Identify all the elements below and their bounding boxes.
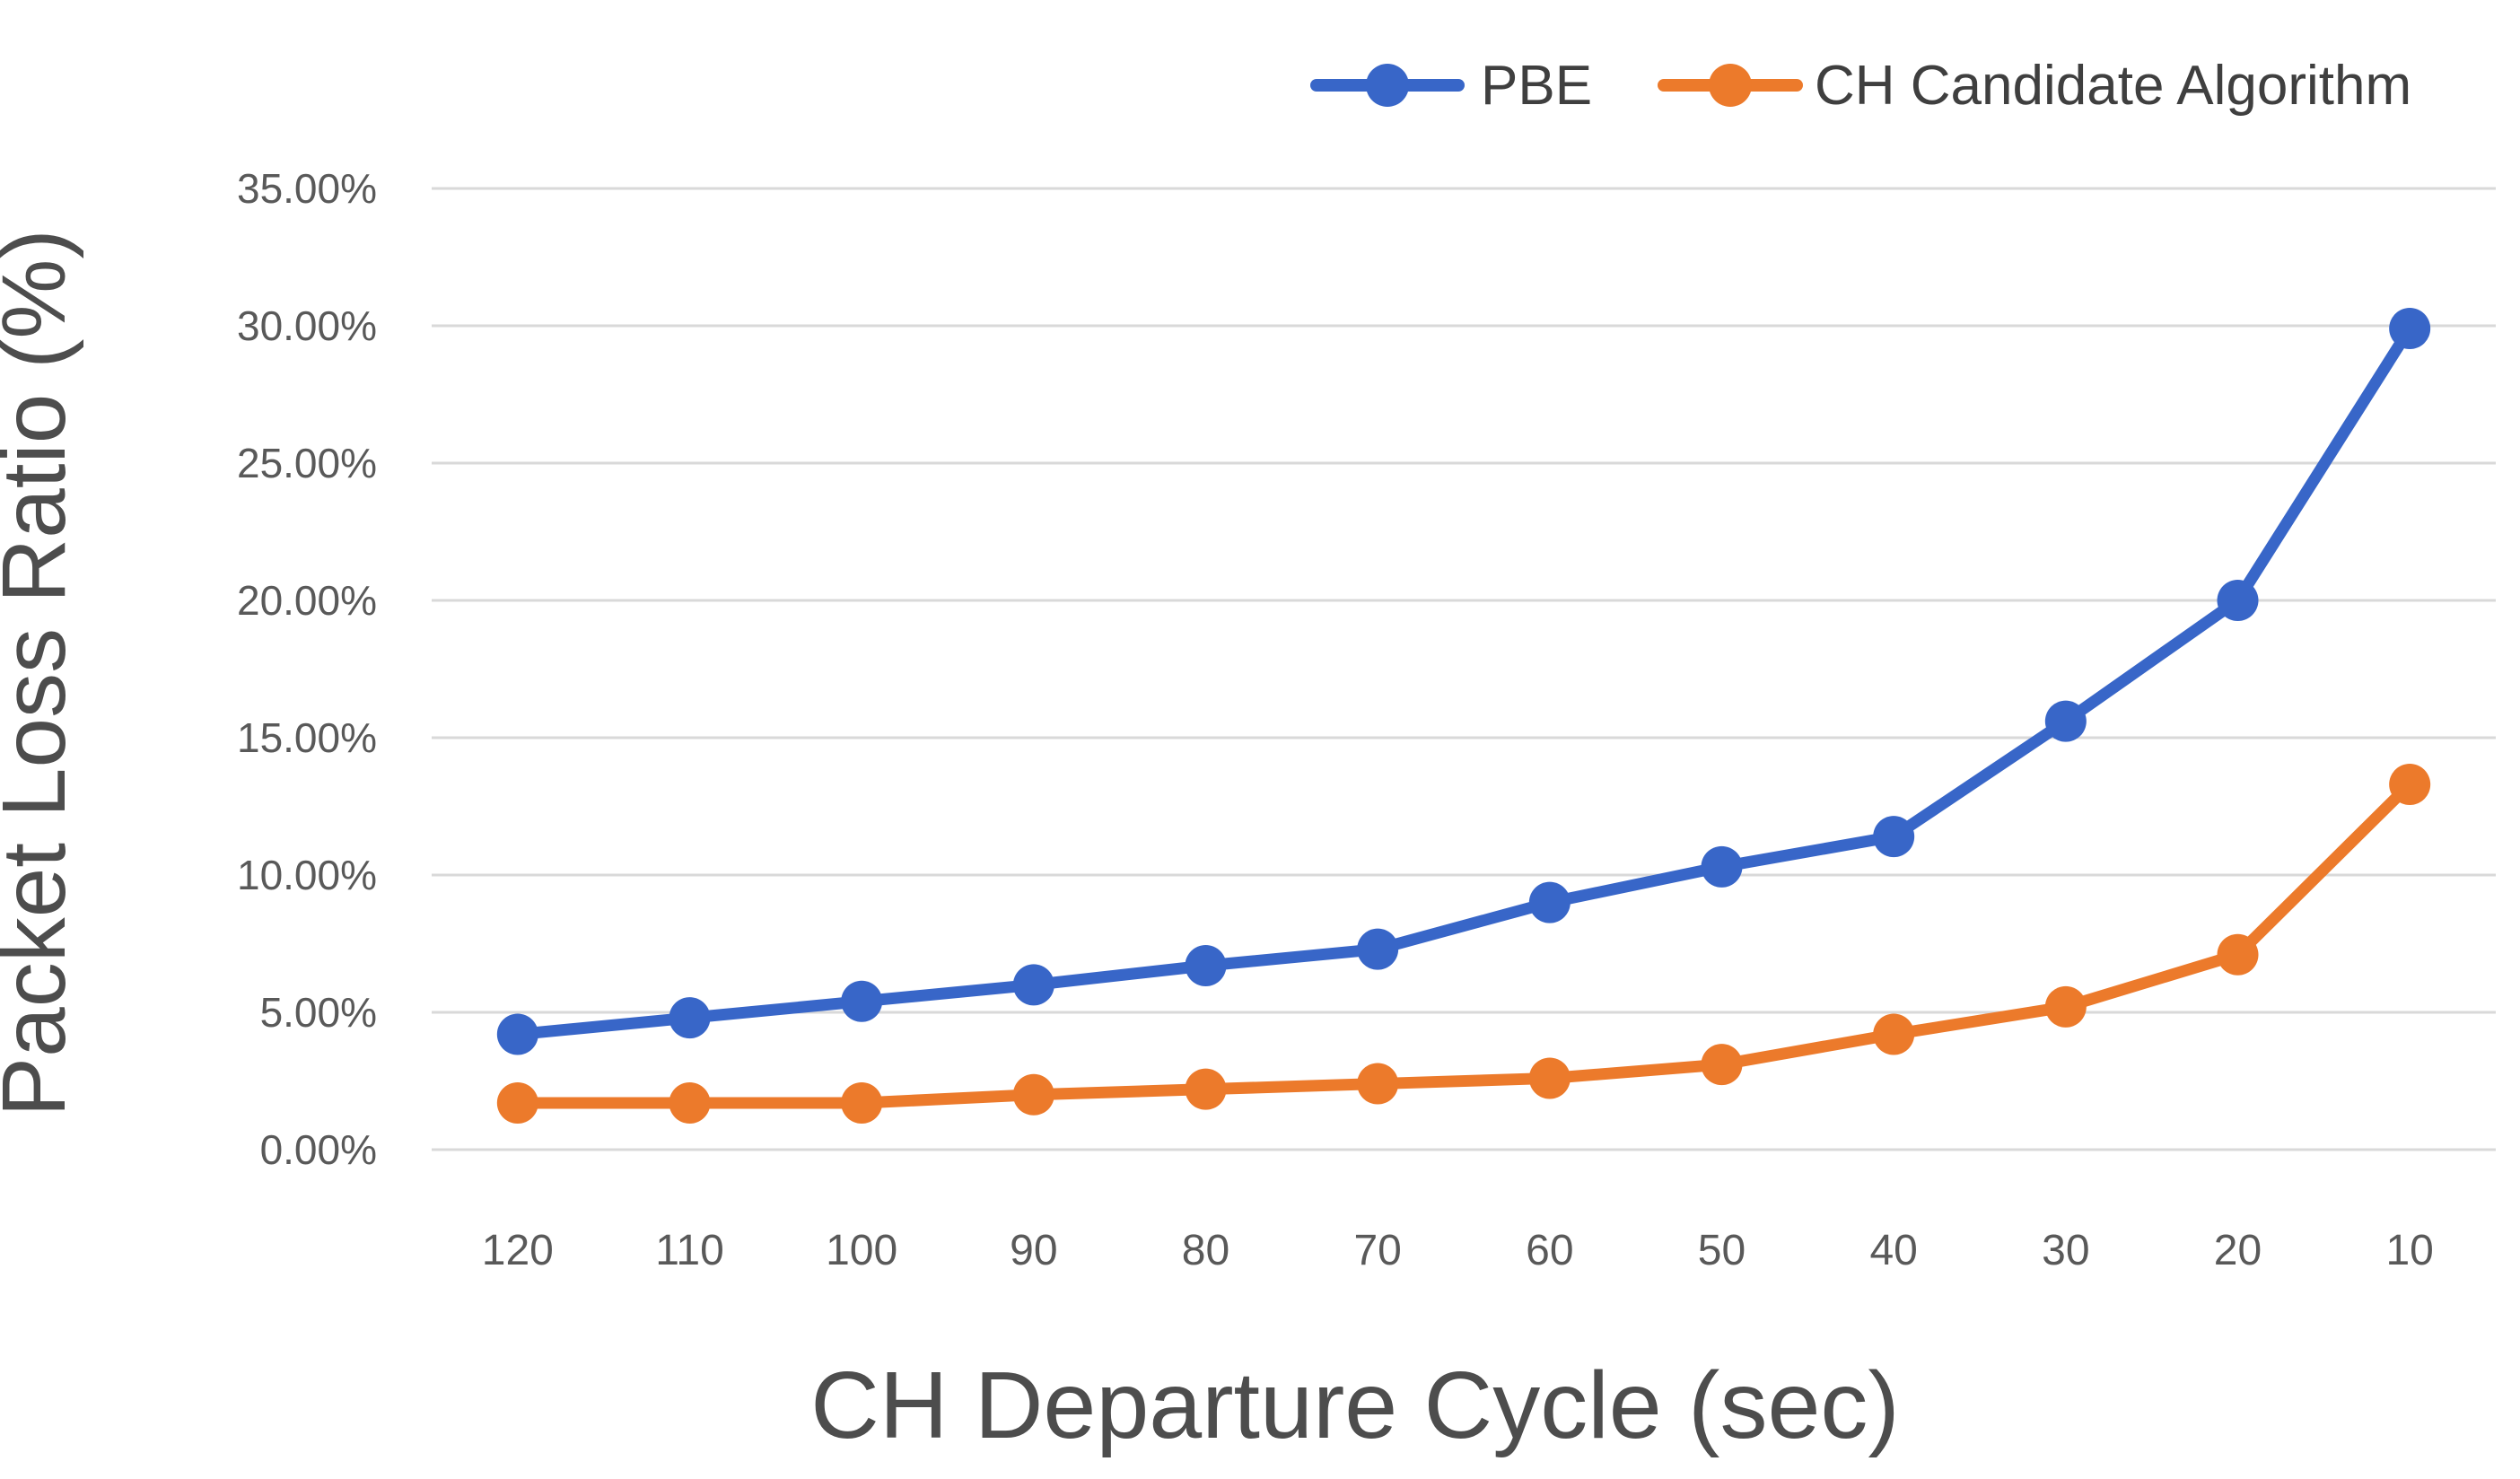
ch-candidate-algorithm-marker xyxy=(1701,1044,1743,1086)
ch-candidate-algorithm-marker xyxy=(2389,764,2431,806)
ch-candidate-algorithm-line xyxy=(512,778,2416,1109)
x-axis-title: CH Departure Cycle (sec) xyxy=(810,1352,1899,1458)
x-tick-label: 110 xyxy=(655,1227,724,1274)
x-tick-label: 50 xyxy=(1698,1227,1746,1274)
y-tick-label: 20.00% xyxy=(237,577,377,624)
y-tick-label: 15.00% xyxy=(237,714,377,761)
x-tick-label: 100 xyxy=(826,1227,897,1274)
legend-pbe-label: PBE xyxy=(1481,55,1592,117)
legend-ch-candidate-algorithm-label: CH Candidate Algorithm xyxy=(1815,55,2411,117)
x-tick-label: 80 xyxy=(1182,1227,1229,1274)
ch-candidate-algorithm-marker xyxy=(669,1081,711,1124)
ch-candidate-algorithm-marker xyxy=(1357,1063,1399,1105)
ch-candidate-algorithm-marker xyxy=(2217,933,2259,976)
pbe-marker xyxy=(496,1013,538,1055)
pbe-marker xyxy=(1701,845,1743,888)
x-axis-tick-labels: 120 110 100 90 80 70 60 50 40 30 20 10 xyxy=(482,1227,2434,1274)
gridlines xyxy=(432,187,2496,1151)
x-tick-label: 40 xyxy=(1869,1227,1917,1274)
pbe-marker xyxy=(1185,944,1227,986)
x-tick-label: 90 xyxy=(1010,1227,1057,1274)
y-axis-tick-labels: 0.00% 5.00% 10.00% 15.00% 20.00% 25.00% 30.00%… xyxy=(237,165,377,1173)
y-tick-label: 10.00% xyxy=(237,852,377,898)
y-tick-label: 5.00% xyxy=(260,989,377,1036)
legend-pbe-marker xyxy=(1366,64,1409,107)
pbe-marker xyxy=(1528,881,1571,923)
pbe-marker xyxy=(2044,700,2087,742)
x-tick-label: 10 xyxy=(2385,1227,2433,1274)
y-tick-label: 25.00% xyxy=(237,440,377,486)
ch-candidate-algorithm-marker xyxy=(496,1081,538,1124)
ch-candidate-algorithm-marker xyxy=(1528,1057,1571,1099)
pbe-line xyxy=(512,322,2416,1040)
y-axis-title: Packet Loss Ratio (%) xyxy=(0,229,84,1116)
pbe-marker xyxy=(2217,580,2259,621)
pbe-marker xyxy=(841,980,883,1022)
legend: PBE CH Candidate Algorithm xyxy=(1310,55,2411,117)
pbe-marker xyxy=(669,997,711,1039)
pbe-marker xyxy=(2389,308,2431,350)
ch-candidate-algorithm-marker xyxy=(841,1081,883,1124)
pbe-marker xyxy=(1012,964,1054,1006)
ch-candidate-algorithm-marker xyxy=(1873,1013,1915,1055)
x-tick-label: 20 xyxy=(2214,1227,2262,1274)
y-tick-label: 0.00% xyxy=(260,1126,377,1173)
ch-candidate-algorithm-marker xyxy=(1012,1073,1054,1116)
x-tick-label: 60 xyxy=(1526,1227,1573,1274)
ch-candidate-algorithm-marker xyxy=(2044,985,2087,1028)
x-tick-label: 120 xyxy=(482,1227,554,1274)
y-tick-label: 35.00% xyxy=(237,165,377,212)
ch-candidate-algorithm-marker xyxy=(1185,1068,1227,1110)
legend-ch-candidate-algorithm-marker xyxy=(1709,64,1752,107)
series-group xyxy=(496,308,2431,1124)
pbe-marker xyxy=(1357,928,1399,970)
y-tick-label: 30.00% xyxy=(237,302,377,349)
pbe-marker xyxy=(1873,816,1915,858)
x-tick-label: 70 xyxy=(1353,1227,1401,1274)
x-tick-label: 30 xyxy=(2042,1227,2089,1274)
